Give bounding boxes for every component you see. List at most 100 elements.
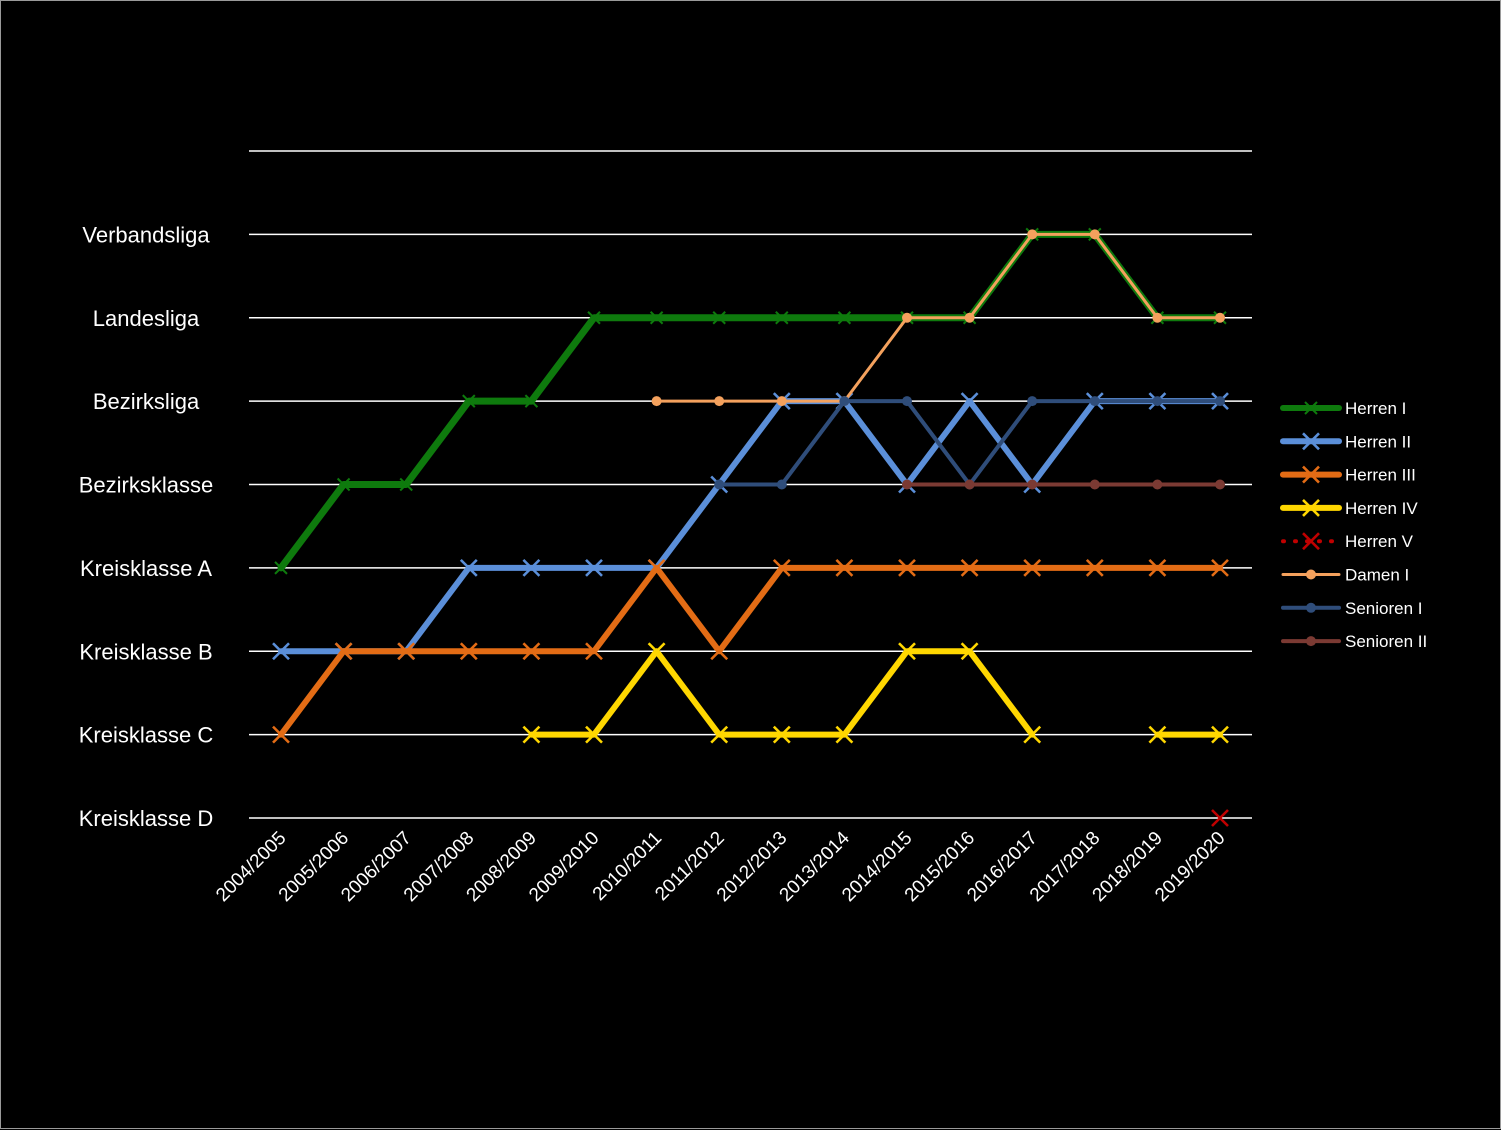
data-point (1152, 312, 1163, 323)
marker-stroke (1304, 401, 1318, 415)
data-point (1152, 479, 1163, 490)
data-point (835, 558, 854, 577)
legend-marker (1306, 602, 1316, 613)
marker-stroke (397, 642, 416, 661)
marker-stroke (1085, 558, 1104, 577)
data-point (960, 392, 979, 411)
marker-stroke (585, 725, 603, 744)
y-tick-label-kreisklasse-a: Kreisklasse A (80, 556, 212, 581)
marker-stroke (710, 642, 729, 661)
y-tick-label-bezirksklasse: Bezirksklasse (79, 473, 213, 498)
marker-stroke (649, 311, 664, 325)
legend-label: Herren I (1345, 399, 1406, 418)
marker-stroke (462, 394, 476, 408)
legend-item-herren-v: Herren V (1281, 532, 1414, 551)
series-line (278, 564, 1223, 738)
data-point (710, 642, 729, 661)
series-damen-i (651, 229, 1225, 407)
marker-stroke (898, 642, 916, 661)
data-point (1215, 479, 1225, 490)
marker-stroke (585, 642, 603, 661)
series-line (278, 398, 1223, 655)
data-point (1085, 558, 1104, 577)
marker-stroke (459, 642, 478, 661)
data-point (522, 725, 541, 744)
data-point (1148, 558, 1167, 577)
y-tick-label-landesliga: Landesliga (93, 306, 200, 331)
data-point (902, 396, 912, 407)
legend-item-herren-iii: Herren III (1280, 465, 1416, 485)
marker-stroke (274, 561, 288, 575)
legend-label: Herren III (1345, 466, 1416, 485)
series-senioren-ii (902, 479, 1225, 490)
marker-stroke (1302, 498, 1320, 517)
y-tick-label-verbandsliga: Verbandsliga (82, 222, 210, 247)
marker-stroke (710, 725, 729, 744)
marker-stroke (835, 725, 854, 744)
legend-marker (1302, 432, 1320, 451)
data-point (714, 479, 725, 490)
marker-stroke (837, 311, 852, 325)
data-point (1023, 725, 1042, 744)
marker-stroke (459, 558, 478, 577)
data-point (1089, 229, 1100, 240)
data-point (1215, 396, 1225, 407)
data-point (902, 312, 912, 323)
legend-item-herren-iv: Herren IV (1280, 498, 1418, 518)
data-point (272, 642, 290, 661)
data-point (772, 558, 791, 577)
data-point (839, 396, 850, 407)
legend-marker (1302, 465, 1320, 484)
series-line (717, 399, 1222, 487)
data-point (902, 479, 912, 490)
data-point (710, 725, 729, 744)
legend-label: Herren IV (1345, 499, 1418, 518)
marker-stroke (522, 558, 541, 577)
data-point (835, 725, 854, 744)
marker-stroke (522, 725, 541, 744)
marker-stroke (524, 394, 539, 408)
data-point (960, 558, 979, 577)
marker-stroke (272, 642, 290, 661)
marker-stroke (772, 558, 791, 577)
series-herren-iii (272, 558, 1229, 744)
marker-stroke (1302, 532, 1320, 551)
data-point (1152, 396, 1163, 407)
marker-stroke (1211, 809, 1229, 827)
data-point (399, 477, 413, 492)
data-point (837, 311, 852, 325)
marker-stroke (1023, 725, 1042, 744)
marker-stroke (1148, 558, 1167, 577)
x-axis-labels: 2004/20052005/20062006/20072007/20082008… (212, 827, 1229, 906)
y-tick-label-bezirksliga: Bezirksliga (93, 389, 200, 414)
y-axis-labels: Kreisklasse D Kreisklasse C Kreisklasse B K… (79, 222, 214, 831)
data-point (647, 558, 666, 577)
data-point (964, 479, 975, 490)
series-line (655, 232, 1222, 403)
series-senioren-i (714, 396, 1225, 490)
legend-marker (1302, 532, 1320, 551)
data-point (274, 561, 288, 575)
marker-stroke (1211, 725, 1229, 744)
marker-stroke (960, 558, 979, 577)
data-point (712, 311, 726, 325)
legend-marker (1302, 498, 1320, 517)
data-point (459, 642, 478, 661)
marker-stroke (1302, 465, 1320, 484)
data-point (522, 558, 541, 577)
data-point (1027, 479, 1038, 490)
legend-item-damen-i: Damen I (1281, 566, 1409, 585)
series-line (528, 648, 1036, 738)
marker-stroke (334, 642, 353, 661)
data-point (647, 642, 666, 661)
marker-stroke (647, 642, 666, 661)
y-tick-label-kreisklasse-d: Kreisklasse D (79, 806, 213, 831)
data-point (960, 642, 979, 661)
data-point (585, 642, 603, 661)
marker-stroke (272, 725, 290, 744)
marker-stroke (898, 558, 916, 577)
marker-stroke (772, 725, 791, 744)
data-point (462, 394, 476, 408)
data-point (1211, 725, 1229, 744)
